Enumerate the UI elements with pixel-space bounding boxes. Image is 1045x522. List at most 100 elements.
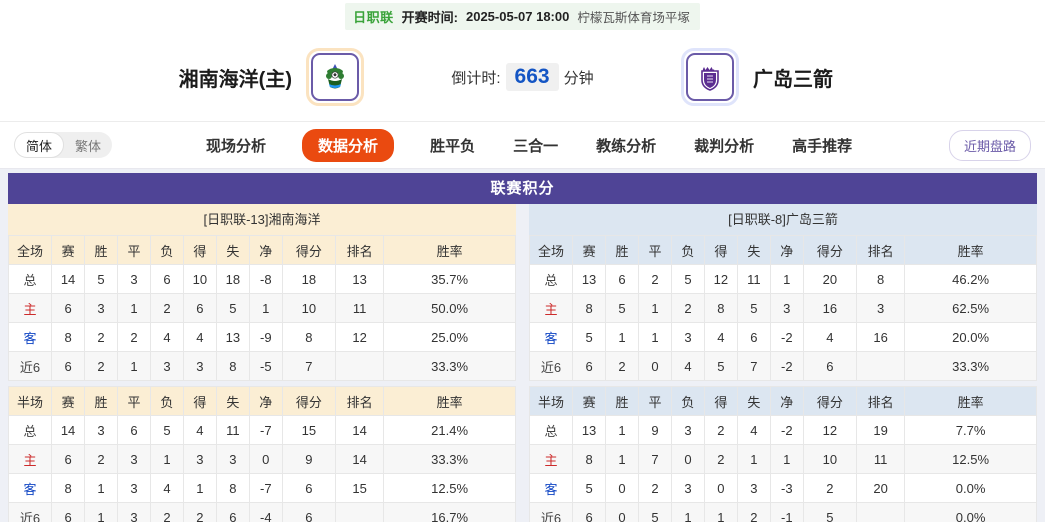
cell-draw: 1 [638,293,672,323]
cell-win: 2 [84,322,118,352]
tab-coach-analysis[interactable]: 教练分析 [596,137,657,155]
col-scope: 全场 [528,235,574,265]
cell-gd: -2 [769,351,804,381]
col-points: 得分 [802,386,858,416]
table-row: 总 14 3 6 5 4 11 -7 15 14 21.4% [7,415,516,445]
cell-gf: 8 [703,293,738,323]
cell-ga: 7 [736,351,771,381]
cell-rank: 20 [855,473,906,503]
cell-winrate: 0.0% [904,502,1037,522]
cell-played: 14 [51,264,86,294]
away-standings-header: [日职联-8]广岛三箭 [529,204,1037,235]
table-header-row: 半场 赛 胜 平 负 得 失 净 得分 排名 胜率 [528,386,1037,416]
cell-win: 3 [84,293,118,323]
col-loss: 负 [149,386,184,416]
cell-winrate: 33.3% [383,444,516,474]
countdown-unit: 分钟 [563,69,594,87]
cell-rank: 3 [855,293,906,323]
tab-win-draw-loss[interactable]: 胜平负 [430,137,476,155]
cell-win: 0 [605,502,639,522]
table-row: 主 6 2 3 1 3 3 0 9 14 33.3% [7,444,516,474]
table-header-row: 半场 赛 胜 平 负 得 失 净 得分 排名 胜率 [7,386,516,416]
cell-rank [855,351,906,381]
cell-gd: 1 [248,293,283,323]
panel-title: 联赛积分 [8,173,1037,204]
cell-rank: 11 [334,293,385,323]
cell-points: 10 [802,444,858,474]
away-team[interactable]: 广岛三箭 [653,48,1023,106]
col-win: 胜 [605,386,639,416]
col-points: 得分 [802,235,858,265]
league-standings-panel: 联赛积分 [日职联-13]湘南海洋 全场 赛 胜 平 负 得 失 净 得分 排名… [0,169,1045,522]
row-scope: 客 [7,473,53,503]
row-scope: 总 [528,264,574,294]
cell-gd: -8 [248,264,283,294]
cell-points: 8 [281,322,337,352]
home-standings-column: [日职联-13]湘南海洋 全场 赛 胜 平 负 得 失 净 得分 排名 胜率 [7,204,516,522]
cell-win: 1 [605,444,639,474]
tab-expert-picks[interactable]: 高手推荐 [792,137,853,155]
table-divider [8,381,516,386]
cell-loss: 3 [670,415,705,445]
tab-live-analysis[interactable]: 现场分析 [206,137,267,155]
cell-gd: -4 [248,502,283,522]
col-gf: 得 [703,235,738,265]
table-row: 主 6 3 1 2 6 5 1 10 11 50.0% [7,293,516,323]
cell-loss: 2 [670,293,705,323]
tab-data-analysis[interactable]: 数据分析 [302,128,395,162]
table-divider [529,381,1037,386]
col-loss: 负 [149,235,184,265]
match-info-pill: 日职联 开赛时间: 2025-05-07 18:00 柠檬瓦斯体育场平塚 [345,3,700,30]
row-scope: 总 [7,415,53,445]
cell-rank: 14 [334,415,385,445]
row-scope: 近6 [7,502,53,522]
col-draw: 平 [117,386,151,416]
home-halftime-table: 半场 赛 胜 平 负 得 失 净 得分 排名 胜率 总 14 3 [7,386,516,522]
col-points: 得分 [281,386,337,416]
cell-played: 8 [51,473,86,503]
col-loss: 负 [670,386,705,416]
cell-winrate: 20.0% [904,322,1037,352]
table-row: 近6 6 1 3 2 2 6 -4 6 16.7% [7,502,516,522]
cell-gd: -2 [769,415,804,445]
home-team-name: 湘南海洋(主) [178,68,292,91]
cell-winrate: 50.0% [383,293,516,323]
cell-played: 6 [51,502,86,522]
cell-rank [855,502,906,522]
table-row: 客 8 1 3 4 1 8 -7 6 15 12.5% [7,473,516,503]
cell-winrate: 35.7% [383,264,516,294]
cell-rank [334,502,385,522]
cell-gf: 2 [703,444,738,474]
standings-tables: [日职联-13]湘南海洋 全场 赛 胜 平 负 得 失 净 得分 排名 胜率 [7,204,1037,522]
cell-played: 14 [51,415,86,445]
cell-ga: 5 [736,293,771,323]
recent-odds-button[interactable]: 近期盘路 [948,129,1031,161]
tab-referee-analysis[interactable]: 裁判分析 [694,137,755,155]
table-row: 近6 6 2 1 3 3 8 -5 7 33.3% [7,351,516,381]
home-team[interactable]: 湘南海洋(主) [22,48,392,106]
countdown-value: 663 [505,63,559,91]
tab-three-in-one[interactable]: 三合一 [513,137,559,155]
cell-gf: 4 [703,322,738,352]
cell-ga: 6 [215,502,250,522]
cell-win: 6 [605,264,639,294]
row-scope: 客 [528,473,574,503]
language-toggle[interactable]: 简体 繁体 [14,132,113,158]
row-scope: 客 [7,322,53,352]
away-team-name: 广岛三箭 [753,68,833,91]
nav-tabs: 现场分析 数据分析 胜平负 三合一 教练分析 裁判分析 高手推荐 [204,128,854,162]
cell-loss: 4 [149,322,184,352]
lang-simplified-option[interactable]: 简体 [14,132,65,158]
cell-winrate: 12.5% [383,473,516,503]
away-halftime-table: 半场 赛 胜 平 负 得 失 净 得分 排名 胜率 总 13 1 [528,386,1037,522]
shonan-bellmare-crest-icon [306,48,364,106]
sanfrecce-hiroshima-crest-icon [681,48,739,106]
table-row: 总 13 1 9 3 2 4 -2 12 19 7.7% [528,415,1037,445]
cell-gd: 1 [769,264,804,294]
cell-ga: 8 [215,473,250,503]
table-row: 总 14 5 3 6 10 18 -8 18 13 35.7% [7,264,516,294]
cell-draw: 2 [638,473,672,503]
cell-points: 5 [802,502,858,522]
cell-ga: 13 [215,322,250,352]
lang-traditional-option[interactable]: 繁体 [75,138,102,154]
